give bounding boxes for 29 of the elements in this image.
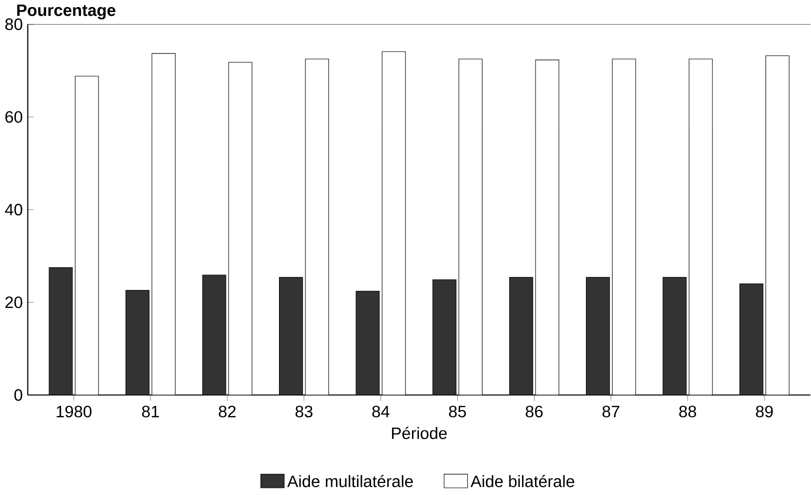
x-axis-title: Période: [392, 427, 447, 440]
x-tick-label: 83: [296, 406, 312, 418]
x-tick-label: 84: [372, 406, 390, 418]
bar: [48, 267, 73, 396]
bar: [126, 290, 150, 396]
bar: [739, 284, 764, 396]
x-tick-label: 88: [679, 406, 696, 418]
x-tick-label: 1980: [56, 406, 92, 418]
y-tick-label: 60: [5, 111, 22, 123]
bar: [509, 277, 534, 396]
x-tick-label: 82: [218, 406, 236, 418]
bar: [202, 274, 226, 396]
y-tick-label: 80: [5, 18, 22, 30]
y-tick-label: 20: [5, 296, 22, 308]
bar: [432, 280, 456, 396]
x-tick-label: 86: [526, 406, 543, 418]
x-tick-label: 85: [449, 406, 466, 418]
bar: [586, 277, 610, 396]
bar: [279, 277, 303, 396]
bar: [356, 291, 380, 396]
y-tick-label: 0: [14, 389, 22, 402]
bar: [662, 277, 687, 396]
x-tick-label: 87: [602, 406, 620, 418]
legend-label: Aide bilatérale: [470, 475, 574, 488]
y-axis-title: Pourcentage: [17, 4, 116, 20]
legend-label: Aide multilatérale: [287, 475, 413, 488]
x-tick-label: 81: [142, 406, 159, 418]
x-tick-label: 89: [756, 406, 773, 418]
y-tick-label: 40: [4, 204, 22, 216]
